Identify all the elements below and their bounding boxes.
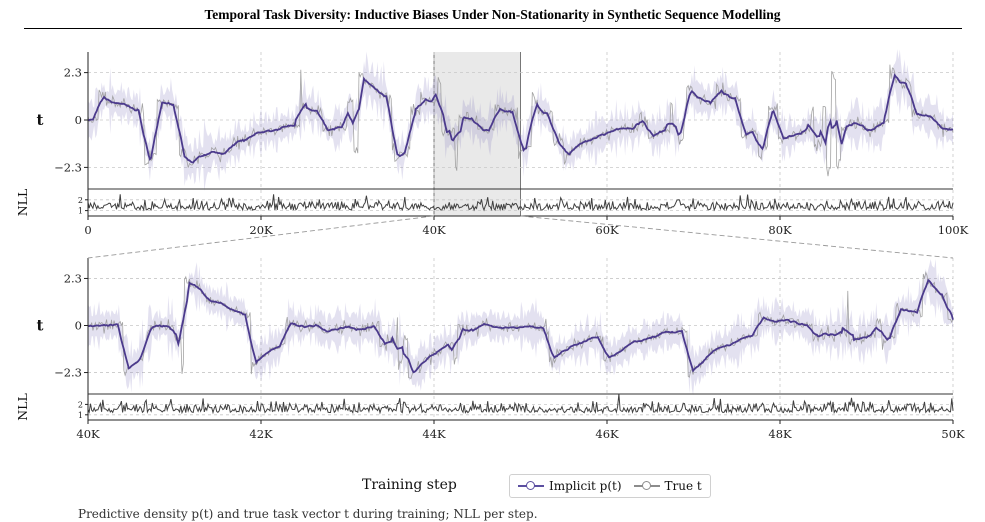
series-nll-line xyxy=(87,194,954,212)
legend-label-implicit: Implicit p(t) xyxy=(549,479,622,493)
y-axis-label: t xyxy=(37,317,44,335)
figure-caption: Predictive density p(t) and true task ve… xyxy=(78,507,538,521)
x-tick-label: 48K xyxy=(768,427,792,441)
y-tick-label: 0 xyxy=(75,113,82,127)
nll-y-tick-label: 2 xyxy=(78,196,83,205)
x-tick-label: 50K xyxy=(941,427,965,441)
panel-1 xyxy=(84,258,954,424)
page-title: Temporal Task Diversity: Inductive Biase… xyxy=(204,7,781,22)
x-tick-label: 44K xyxy=(422,427,446,441)
x-tick-label: 80K xyxy=(768,223,792,237)
legend-swatch-implicit xyxy=(518,481,544,491)
x-tick-label: 60K xyxy=(595,223,619,237)
zoom-connector-right xyxy=(520,215,954,259)
series-implicit-line xyxy=(87,278,954,374)
y-axis-label: t xyxy=(37,111,44,129)
series-implicit-line xyxy=(87,73,954,164)
page-header: Temporal Task Diversity: Inductive Biase… xyxy=(0,0,985,36)
y-tick-label: 2.3 xyxy=(64,271,82,285)
x-tick-label: 46K xyxy=(595,427,619,441)
y-tick-label: 0 xyxy=(75,319,82,333)
x-tick-label: 40K xyxy=(76,427,100,441)
legend-label-true: True t xyxy=(664,479,702,493)
y-tick-label: −2.3 xyxy=(54,366,82,380)
panel-0 xyxy=(84,49,954,220)
y-tick-label: −2.3 xyxy=(54,160,82,174)
implicit-density-band xyxy=(88,49,953,191)
nll-axis-label: NLL xyxy=(15,393,30,421)
x-axis-label: Training step xyxy=(362,477,457,493)
nll-y-tick-label: 1 xyxy=(78,207,83,216)
legend-item-true: True t xyxy=(633,479,702,493)
nll-axis-label: NLL xyxy=(15,189,30,217)
zoom-connector-left xyxy=(87,215,435,259)
x-tick-label: 40K xyxy=(422,223,446,237)
legend: Implicit p(t) True t xyxy=(509,474,711,498)
legend-item-implicit: Implicit p(t) xyxy=(518,479,622,493)
nll-y-tick-label: 2 xyxy=(78,400,83,409)
x-tick-label: 42K xyxy=(249,427,273,441)
legend-swatch-true xyxy=(633,481,660,491)
x-tick-label: 20K xyxy=(249,223,273,237)
x-tick-label: 100K xyxy=(938,223,969,237)
header-rule xyxy=(24,28,962,30)
nll-y-tick-label: 1 xyxy=(78,411,83,420)
y-tick-label: 2.3 xyxy=(64,66,82,80)
x-tick-label: 0 xyxy=(84,223,91,237)
series-nll-line xyxy=(87,394,954,415)
